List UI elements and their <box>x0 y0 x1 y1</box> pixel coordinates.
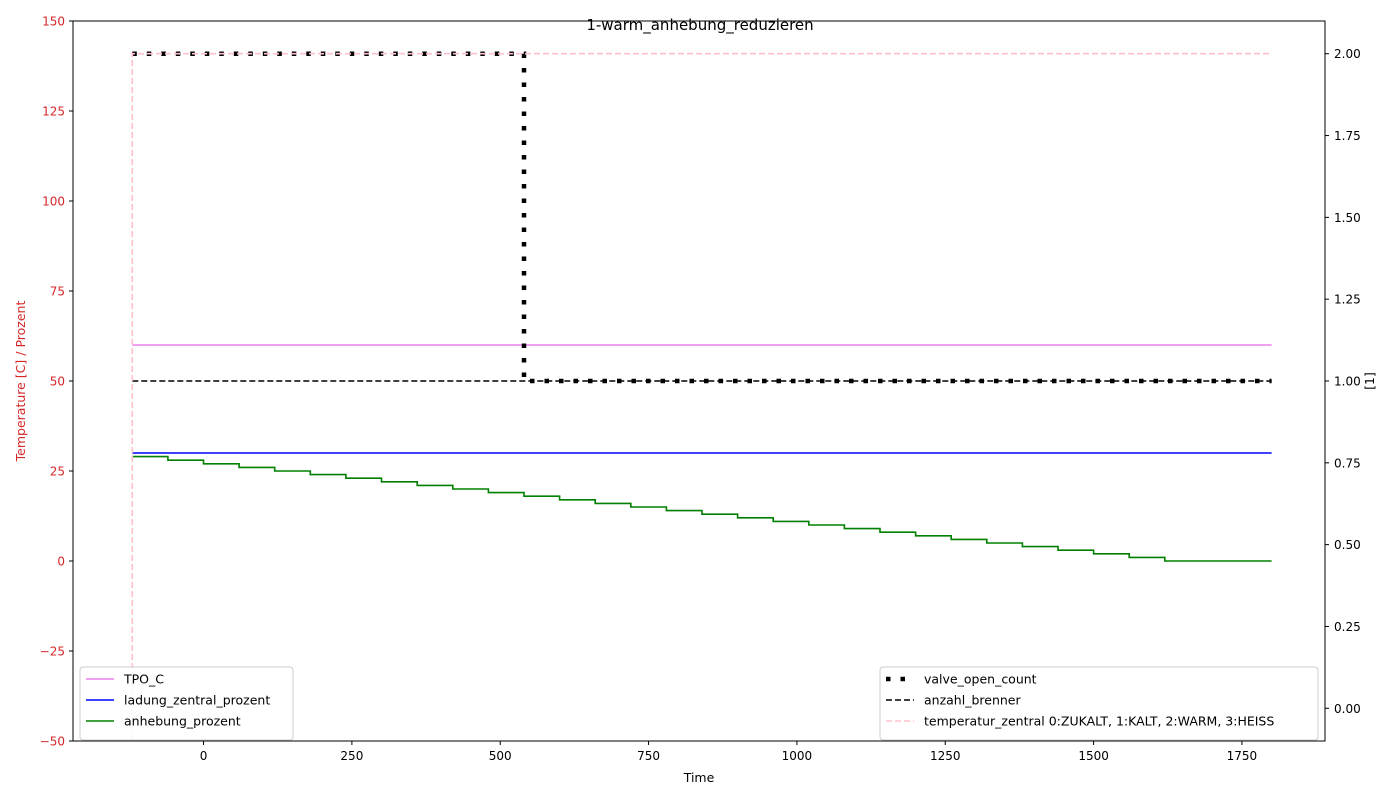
y-right-tick-label: 2.00 <box>1334 47 1361 61</box>
legend-label-temperatur-zentral-0-zukalt-1-kalt-2-warm-3-heiss: temperatur_zentral 0:ZUKALT, 1:KALT, 2:W… <box>924 714 1274 729</box>
legend-frame <box>79 666 294 741</box>
y-left-tick-label: −25 <box>40 645 65 659</box>
y-left-tick-label: 75 <box>50 285 65 299</box>
legend-label-tpo-c: TPO_C <box>123 672 164 687</box>
y-left-tick-label: 50 <box>50 375 65 389</box>
x-axis: 0 250 500 750 1000 1250 1500 1750 <box>200 741 1257 763</box>
legend-frame <box>879 666 1319 741</box>
y-axis-left: −50 −25 0 25 50 75 100 125 150 <box>40 15 73 749</box>
x-tick-label: 1750 <box>1227 749 1258 763</box>
y-right-tick-label: 1.50 <box>1334 211 1361 225</box>
x-tick-label: 0 <box>200 749 208 763</box>
legend-right: valve_open_count anzahl_brenner temperatur… <box>879 666 1319 741</box>
y-left-tick-label: 100 <box>42 195 65 209</box>
legend-label-anzahl-brenner: anzahl_brenner <box>924 693 1021 708</box>
x-axis-label: Time <box>683 770 715 785</box>
y-left-tick-label: 25 <box>50 465 65 479</box>
legend-label-ladung-zentral-prozent: ladung_zentral_prozent <box>124 693 270 708</box>
y-axis-right-label: [1] <box>1362 372 1377 390</box>
series-line-anhebung-prozent <box>132 455 1272 562</box>
y-right-tick-label: 0.75 <box>1334 456 1361 470</box>
y-axis-left-label: Temperature [C] / Prozent <box>13 301 28 463</box>
y-axis-right: 0.00 0.25 0.50 0.75 1.00 1.25 1.50 1.75 2.00 <box>1325 47 1361 716</box>
plot-lines <box>131 51 1272 741</box>
y-left-tick-label: 150 <box>42 15 65 29</box>
y-left-tick-label: −50 <box>40 735 65 749</box>
series-line-valve-open-count <box>132 51 1272 384</box>
x-tick-label: 500 <box>489 749 512 763</box>
legend-label-anhebung-prozent: anhebung_prozent <box>124 714 241 729</box>
y-right-tick-label: 1.25 <box>1334 293 1361 307</box>
y-left-tick-label: 0 <box>57 555 65 569</box>
legend-label-valve-open-count: valve_open_count <box>924 672 1037 687</box>
y-right-tick-label: 1.75 <box>1334 129 1361 143</box>
x-tick-label: 750 <box>637 749 660 763</box>
chart-title: 1-warm_anhebung_reduzieren <box>586 16 813 35</box>
series-line-temperatur-zentral-0-zukalt-1-kalt-2-warm-3-heiss <box>131 52 1272 741</box>
legend-left: TPO_C ladung_zentral_prozent anhebung_proz… <box>79 666 294 741</box>
y-right-tick-label: 0.50 <box>1334 538 1361 552</box>
x-tick-label: 1000 <box>782 749 813 763</box>
y-right-tick-label: 0.00 <box>1334 702 1361 716</box>
y-left-tick-label: 125 <box>42 105 65 119</box>
x-tick-label: 1500 <box>1078 749 1109 763</box>
x-tick-label: 1250 <box>930 749 961 763</box>
y-right-tick-label: 1.00 <box>1334 375 1361 389</box>
y-right-tick-label: 0.25 <box>1334 620 1361 634</box>
x-tick-label: 250 <box>340 749 363 763</box>
